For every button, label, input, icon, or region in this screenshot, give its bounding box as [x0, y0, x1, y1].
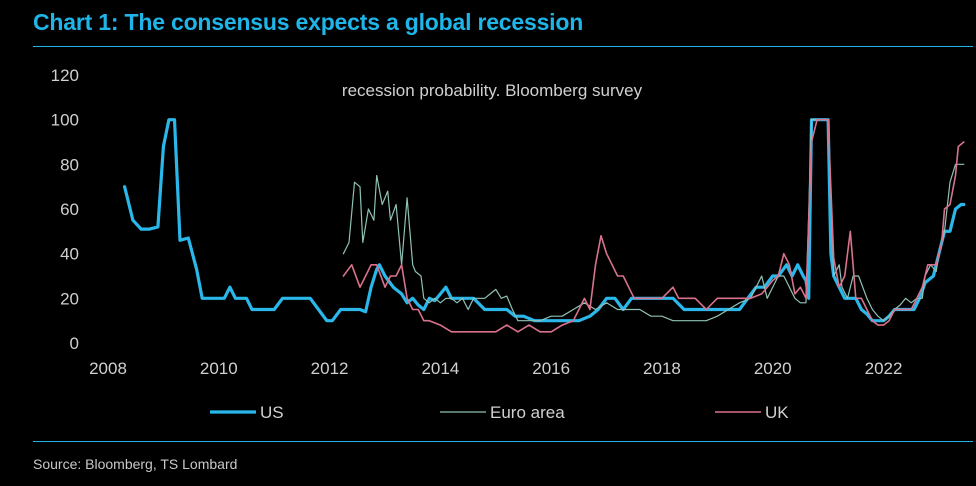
legend-label: US: [260, 403, 284, 422]
x-axis-ticks: 2008 2010 2012 2014 2016 2018 2020 2022: [89, 359, 902, 378]
y-axis-ticks: 0 20 40 60 80 100 120: [51, 66, 79, 353]
x-tick-label: 2018: [643, 359, 681, 378]
legend-label: Euro area: [490, 403, 565, 422]
series-line-uk: [342, 118, 965, 333]
legend: US Euro area UK: [210, 403, 789, 422]
x-tick-label: 2010: [200, 359, 238, 378]
y-tick-label: 0: [70, 334, 79, 353]
y-tick-label: 20: [60, 289, 79, 308]
footer-rule: [33, 441, 973, 442]
chart-title: Chart 1: The consensus expects a global …: [33, 9, 584, 35]
chart-subtitle: recession probability. Bloomberg survey: [342, 81, 643, 100]
legend-label: UK: [765, 403, 789, 422]
y-tick-label: 40: [60, 245, 79, 264]
x-tick-label: 2022: [865, 359, 903, 378]
title-rule: [33, 46, 973, 47]
y-tick-label: 80: [60, 155, 79, 174]
y-tick-label: 100: [51, 111, 79, 130]
x-tick-label: 2014: [421, 359, 459, 378]
series-line-us: [123, 118, 966, 323]
source-note: Source: Bloomberg, TS Lombard: [33, 456, 238, 472]
y-tick-label: 120: [51, 66, 79, 85]
y-tick-label: 60: [60, 200, 79, 219]
x-tick-label: 2012: [311, 359, 349, 378]
series-line-euro-area: [342, 119, 965, 322]
x-tick-label: 2008: [89, 359, 127, 378]
x-tick-label: 2020: [754, 359, 792, 378]
series-lines: [123, 118, 966, 333]
x-tick-label: 2016: [532, 359, 570, 378]
